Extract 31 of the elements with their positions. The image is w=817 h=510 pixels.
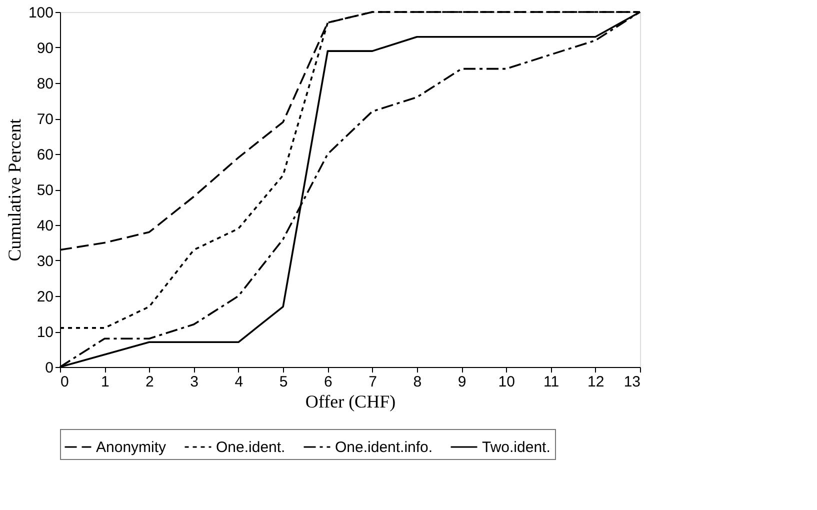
y-axis-title: Cumulative Percent [4, 118, 24, 262]
y-tick-label: 80 [36, 76, 54, 92]
legend-label: Anonymity [96, 439, 167, 456]
y-tick-label: 50 [36, 182, 54, 199]
x-tick-label: 13 [624, 374, 640, 390]
y-tick-label: 20 [36, 288, 54, 306]
y-tick-label: 70 [36, 111, 54, 128]
x-tick-label: 7 [368, 374, 377, 390]
x-tick-label: 3 [190, 374, 199, 390]
x-tick-label: 4 [234, 374, 244, 390]
legend-label: One.ident. [216, 439, 286, 456]
x-tick-label: 8 [413, 374, 422, 390]
x-tick-label: 6 [324, 374, 332, 390]
x-tick-label: 5 [279, 374, 288, 390]
x-tick-label: 2 [146, 374, 154, 390]
y-tick-label: 100 [28, 4, 54, 22]
legend-label: One.ident.info. [335, 439, 433, 456]
x-tick-label: 1 [100, 374, 110, 390]
y-tick-label: 90 [36, 40, 54, 57]
y-tick-label: 60 [36, 146, 54, 164]
x-tick-label: 12 [588, 374, 604, 390]
y-tick-label: 40 [36, 218, 54, 234]
x-axis-title: Offer (CHF) [305, 392, 396, 412]
y-tick-label: 10 [36, 324, 54, 341]
legend-label: Two.ident. [482, 439, 550, 456]
x-tick-label: 11 [543, 374, 560, 390]
x-tick-label: 9 [458, 374, 466, 390]
x-tick-label: 10 [498, 374, 515, 390]
y-tick-label: 0 [45, 360, 54, 376]
y-tick-label: 30 [36, 253, 54, 270]
x-tick-label: 0 [60, 374, 69, 390]
